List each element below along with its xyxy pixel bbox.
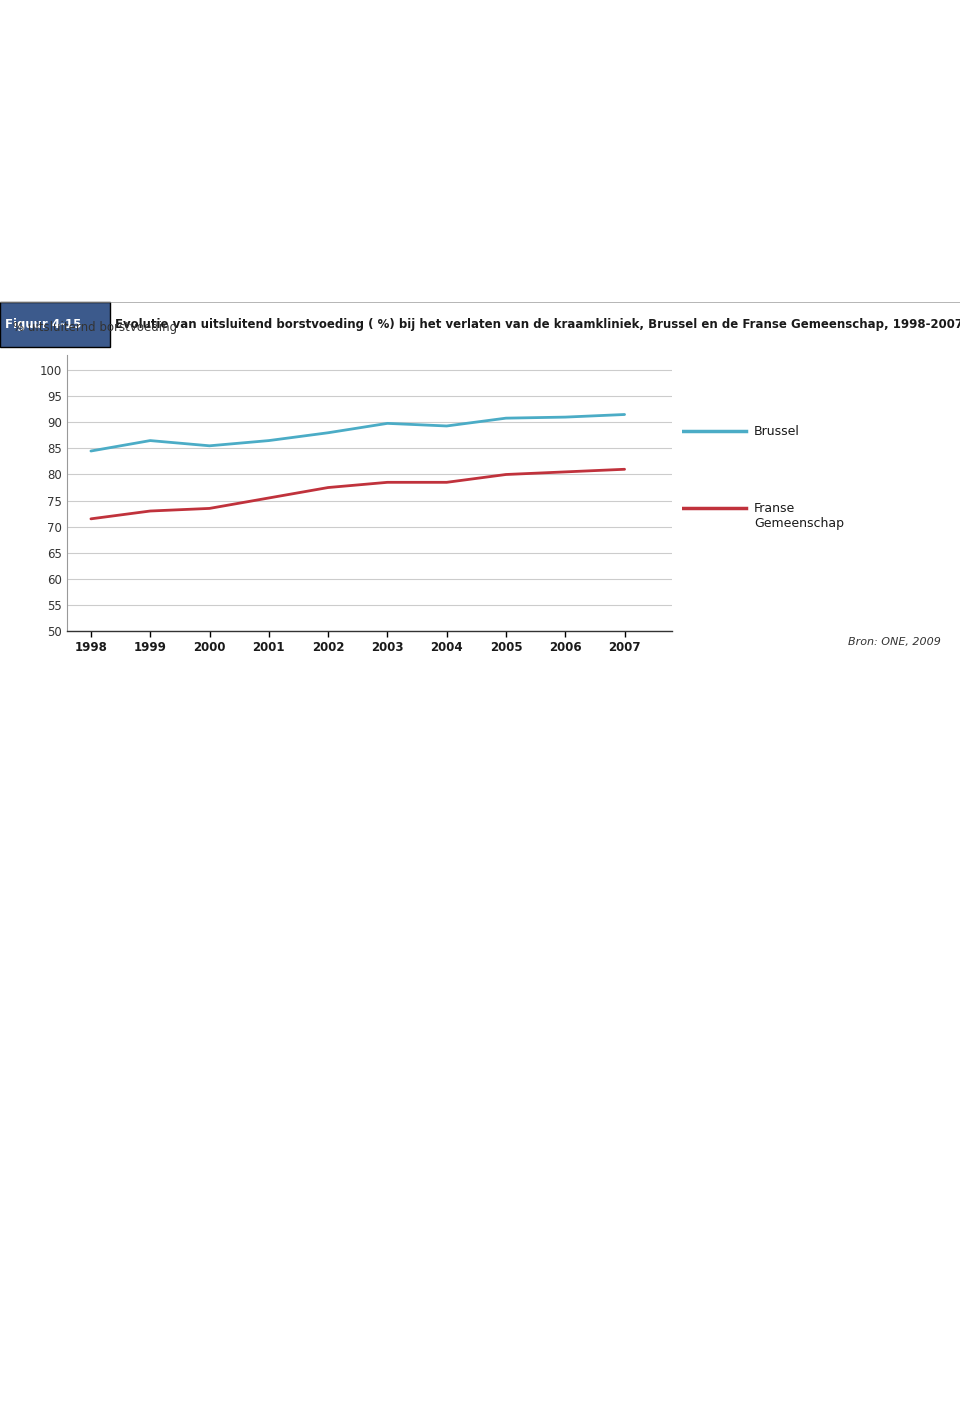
Text: Brussel: Brussel [755,424,800,438]
Text: % uitsluiternd borstvoeding: % uitsluiternd borstvoeding [12,322,177,335]
FancyBboxPatch shape [0,302,110,347]
Text: Franse
Gemeenschap: Franse Gemeenschap [755,502,844,530]
Text: Figuur 4-15: Figuur 4-15 [5,318,82,332]
Text: Bron: ONE, 2009: Bron: ONE, 2009 [848,637,941,647]
Text: Evolutie van uitsluitend borstvoeding ( %) bij het verlaten van de kraamkliniek,: Evolutie van uitsluitend borstvoeding ( … [115,318,960,332]
